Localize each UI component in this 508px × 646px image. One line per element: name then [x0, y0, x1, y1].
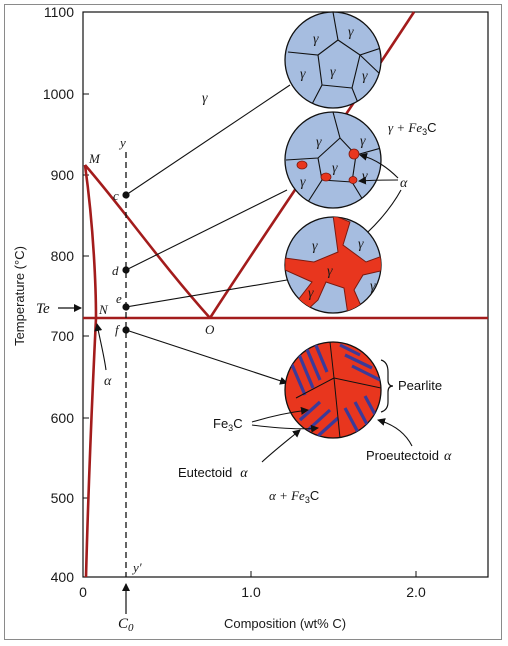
- proeutectoid-alpha-label: Proeutectoid α: [366, 448, 452, 464]
- grain-g: γ: [360, 134, 366, 149]
- eutectoid-alpha-label: Eutectoid α: [178, 465, 248, 481]
- grain-g: γ: [327, 264, 333, 279]
- fe3c-label: Fe3C: [213, 416, 243, 433]
- x-tick-1: 1.0: [241, 584, 261, 600]
- grain-g: γ: [362, 169, 368, 184]
- grain-g: γ: [316, 135, 322, 150]
- y-tick-1100: 1100: [44, 4, 74, 20]
- leader-lines: [125, 84, 291, 385]
- y-tick-1000: 1000: [43, 86, 74, 102]
- microstructure-pearlite: [284, 341, 382, 439]
- te-label: Te: [36, 301, 50, 317]
- grain-g: γ: [348, 25, 354, 40]
- c0-label: C0: [118, 616, 134, 634]
- point-M: M: [88, 151, 101, 166]
- point-y-bottom: y′: [131, 560, 142, 575]
- point-O: O: [205, 322, 215, 337]
- grain-g: γ: [362, 69, 368, 84]
- eutectoid-alpha-arrow: [261, 429, 301, 463]
- alpha-nuclei-label: α: [400, 176, 408, 191]
- y-axis-label: Temperature (°C): [12, 246, 27, 346]
- x-ticks: [82, 571, 417, 577]
- proeutectoid-alpha-arrow: [377, 418, 413, 447]
- y-tick-900: 900: [51, 167, 75, 183]
- pearlite-label: Pearlite: [398, 378, 442, 393]
- y-tick-400: 400: [51, 569, 75, 585]
- grain-g: γ: [308, 286, 314, 301]
- grain-g: γ: [330, 65, 336, 80]
- gamma-fe3c-label: γ + Fe3C: [388, 120, 437, 137]
- point-d: d: [112, 263, 119, 278]
- microstructure-nucleation: γ γ γ γ γ: [284, 111, 382, 209]
- grain-g: γ: [313, 32, 319, 47]
- phase-boundaries: [83, 11, 488, 578]
- plot-area: [82, 11, 489, 578]
- grain-g: γ: [332, 161, 338, 176]
- alpha-arrow: [94, 323, 107, 371]
- x-tick-0: 0: [79, 584, 87, 600]
- x-tick-2: 2.0: [406, 584, 426, 600]
- grain-g: γ: [300, 175, 306, 190]
- grain-g: γ: [312, 239, 318, 254]
- x-axis-label: Composition (wt% C): [224, 616, 346, 631]
- y-tick-700: 700: [51, 328, 75, 344]
- grain-g: γ: [300, 67, 306, 82]
- fe3c-arrows: [251, 406, 319, 433]
- microstructure-proeutectoid: γ γ γ γ γ: [284, 216, 382, 314]
- y-tick-800: 800: [51, 248, 75, 264]
- grain-g: γ: [358, 237, 364, 252]
- point-f: f: [115, 322, 121, 337]
- point-c: c: [113, 188, 119, 203]
- y-tick-500: 500: [51, 490, 75, 506]
- alpha-region-label: α: [104, 374, 112, 389]
- gamma-field-label: γ: [202, 91, 208, 106]
- point-N: N: [98, 302, 109, 317]
- microstructure-austenite: γ γ γ γ γ: [284, 11, 382, 109]
- pearlite-brace: [380, 359, 394, 413]
- alpha-fe3c-label: α + Fe3C: [269, 488, 319, 505]
- grain-g: γ: [370, 279, 376, 294]
- point-y-top: y: [118, 135, 126, 150]
- point-e: e: [116, 291, 122, 306]
- y-tick-600: 600: [51, 410, 75, 426]
